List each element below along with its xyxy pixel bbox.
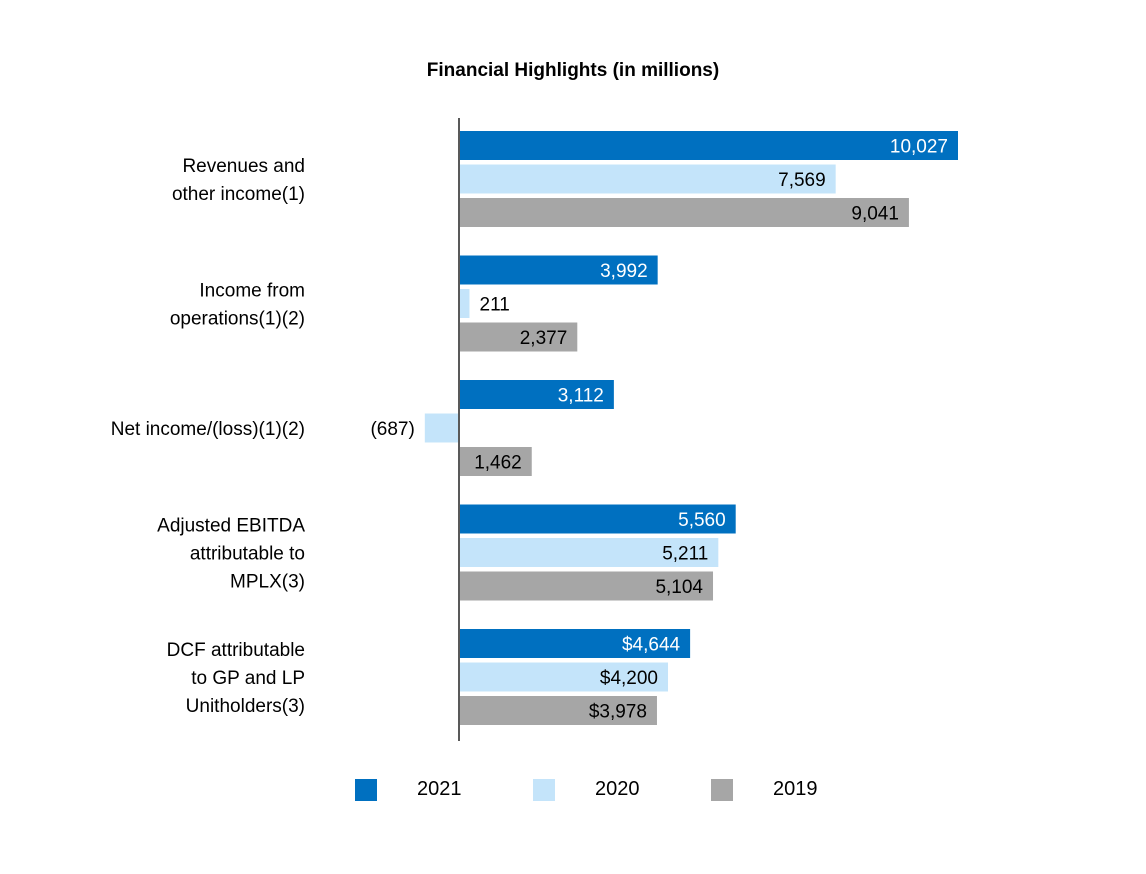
category-label: Adjusted EBITDA — [157, 516, 305, 537]
legend-label-2021: 2021 — [417, 778, 462, 800]
data-label-2019: $3,978 — [589, 702, 647, 723]
data-label-2021: 10,027 — [890, 137, 948, 158]
data-label-2019: 2,377 — [520, 328, 568, 349]
category-label: attributable to — [190, 544, 305, 565]
category-label: operations(1)(2) — [170, 309, 305, 330]
data-label-2021: $4,644 — [622, 635, 681, 656]
data-label-2019: 1,462 — [474, 453, 522, 474]
bar-2019 — [459, 447, 532, 476]
bar-2019 — [459, 198, 909, 227]
category-label: MPLX(3) — [230, 572, 305, 593]
bar-2019 — [459, 571, 714, 601]
data-label-2020: (687) — [370, 419, 414, 440]
legend-item-2021: 2021 — [355, 778, 462, 801]
bar-2021 — [459, 629, 691, 658]
bar-2020 — [424, 413, 459, 443]
category-label: Unitholders(3) — [186, 696, 305, 717]
legend-item-2020: 2020 — [533, 778, 640, 801]
bar-2020 — [459, 662, 669, 692]
category-label: Net income/(loss)(1)(2) — [111, 419, 305, 440]
legend-swatch-2021 — [355, 778, 377, 801]
data-label-2019: 9,041 — [851, 204, 899, 225]
bar-2021 — [459, 380, 614, 409]
data-label-2020: 5,211 — [662, 544, 708, 565]
bar-2021 — [459, 131, 958, 160]
bar-2021 — [459, 504, 736, 534]
bar-2019 — [459, 696, 657, 725]
category-label: Revenues and — [182, 156, 305, 177]
legend-swatch-2019 — [711, 778, 733, 801]
category-label: Income from — [199, 281, 305, 302]
category-label: other income(1) — [172, 184, 305, 205]
legend-item-2019: 2019 — [711, 778, 818, 801]
data-label-2020: $4,200 — [600, 668, 658, 689]
bar-2020 — [459, 164, 836, 194]
data-label-2020: 211 — [480, 295, 510, 316]
category-label: to GP and LP — [191, 668, 305, 689]
legend-label-2019: 2019 — [773, 778, 818, 800]
data-label-2019: 5,104 — [655, 577, 703, 598]
legend-label-2020: 2020 — [595, 778, 640, 800]
chart-title: Financial Highlights (in millions) — [426, 60, 720, 81]
legend: 2021 2020 2019 — [0, 778, 1146, 802]
bar-2020 — [459, 538, 719, 567]
data-label-2020: 7,569 — [778, 170, 826, 191]
category-label: DCF attributable — [167, 640, 305, 661]
data-label-2021: 3,112 — [558, 386, 604, 407]
data-label-2021: 3,992 — [600, 261, 648, 282]
bar-2021 — [459, 255, 658, 285]
legend-swatch-2020 — [533, 778, 555, 801]
bar-2020 — [459, 289, 470, 318]
bar-2019 — [459, 322, 578, 352]
data-label-2021: 5,560 — [678, 510, 726, 531]
